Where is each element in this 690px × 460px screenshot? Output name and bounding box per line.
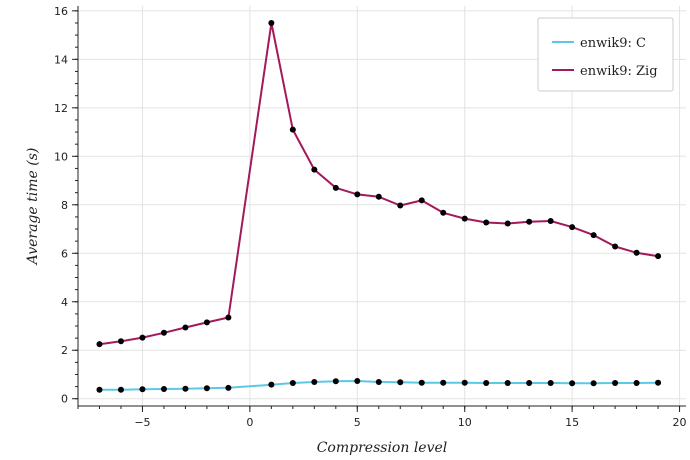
data-point [268,381,275,388]
data-point [655,379,662,386]
data-point [354,191,361,198]
x-tick-label: 15 [565,416,579,429]
data-point [547,379,554,386]
data-point [203,385,210,392]
legend-label: enwik9: C [580,36,646,51]
series-2 [96,19,662,348]
y-tick-label: 12 [54,102,68,115]
data-point [612,243,619,250]
data-point [547,218,554,225]
y-tick-label: 10 [54,150,68,163]
data-point [418,379,425,386]
data-point [225,314,232,321]
grid [78,6,686,406]
x-tick-label: 5 [354,416,361,429]
series-1 [96,378,662,393]
data-point [311,379,318,385]
y-tick-label: 2 [61,344,68,357]
data-point [332,184,339,191]
data-point [440,209,447,216]
data-point [139,386,146,393]
data-point [225,384,232,391]
data-point [590,232,597,239]
x-tick-label: 10 [458,416,472,429]
data-point [483,379,490,386]
data-point [96,341,103,348]
data-point [612,379,619,386]
data-point [354,378,361,385]
data-point [440,379,447,386]
x-tick-label: 20 [673,416,687,429]
data-point [375,379,382,385]
data-point [526,379,533,386]
data-point [397,202,404,209]
series-line [99,380,659,391]
data-point [375,193,382,200]
data-point [117,386,124,393]
legend-box [537,17,674,92]
data-point [483,219,490,226]
data-point [461,379,468,386]
data-point [526,218,533,225]
data-point [569,380,576,387]
axes: −5 0 5 10 15 20 0 2 4 6 8 10 12 14 16 [54,5,687,429]
data-point [139,334,146,341]
y-tick-label: 16 [54,5,68,18]
data-point [633,379,640,386]
y-axis-title: Average time (s) [25,148,41,267]
data-point [504,379,511,386]
data-point [633,249,640,256]
data-point [311,166,318,173]
data-point [397,379,404,386]
series [96,19,662,393]
data-point [117,338,124,345]
x-tick-label: −5 [134,416,150,429]
x-axis-title: Compression level [317,440,448,456]
data-point [332,378,339,385]
data-point [655,253,662,260]
data-point [96,386,103,393]
data-point [289,379,296,386]
data-point [418,197,425,204]
legend: enwik9: C enwik9: Zig [537,17,674,92]
data-point [160,386,167,393]
data-point [160,329,167,336]
series-line [99,22,659,346]
data-point [203,319,210,326]
data-point [461,215,468,222]
data-point [182,385,189,392]
data-point [590,380,597,387]
data-point [504,220,511,227]
x-tick-label: 0 [246,416,253,429]
y-tick-label: 0 [61,393,68,406]
data-point [268,19,275,26]
data-point [182,324,189,331]
data-point [289,126,296,133]
y-tick-label: 8 [61,199,68,212]
y-tick-label: 14 [54,53,68,66]
y-tick-label: 4 [61,296,68,309]
legend-label: enwik9: Zig [580,64,658,79]
y-tick-label: 6 [61,247,68,260]
data-point [569,224,576,231]
